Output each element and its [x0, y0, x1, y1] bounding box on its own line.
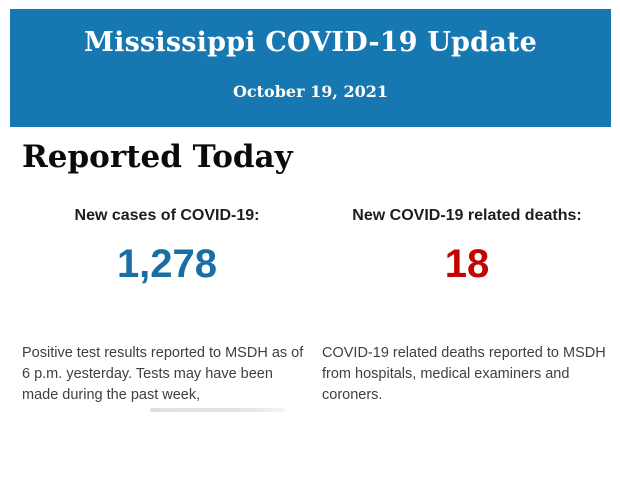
main-content: Reported Today New cases of COVID-19: 1,…	[0, 127, 620, 406]
page-title: Mississippi COVID-19 Update	[84, 27, 537, 58]
section-title: Reported Today	[22, 139, 293, 175]
new-deaths-description: COVID-19 related deaths reported to MSDH…	[322, 345, 606, 403]
descriptions-row: Positive test results reported to MSDH a…	[22, 343, 612, 406]
stat-card-new-deaths: New COVID-19 related deaths: 18	[322, 206, 612, 288]
new-cases-label: New cases of COVID-19:	[74, 207, 260, 224]
clipped-text-artifact	[150, 408, 285, 412]
new-deaths-value: 18	[444, 242, 490, 286]
new-cases-description: Positive test results reported to MSDH a…	[22, 345, 304, 403]
report-date: October 19, 2021	[232, 82, 389, 101]
stats-row: New cases of COVID-19: 1,278 New COVID-1…	[22, 206, 612, 288]
header-banner: Mississippi COVID-19 Update October 19, …	[10, 9, 611, 127]
new-deaths-label: New COVID-19 related deaths:	[352, 207, 582, 224]
stat-card-new-cases: New cases of COVID-19: 1,278	[22, 206, 312, 288]
new-cases-value: 1,278	[116, 242, 218, 286]
